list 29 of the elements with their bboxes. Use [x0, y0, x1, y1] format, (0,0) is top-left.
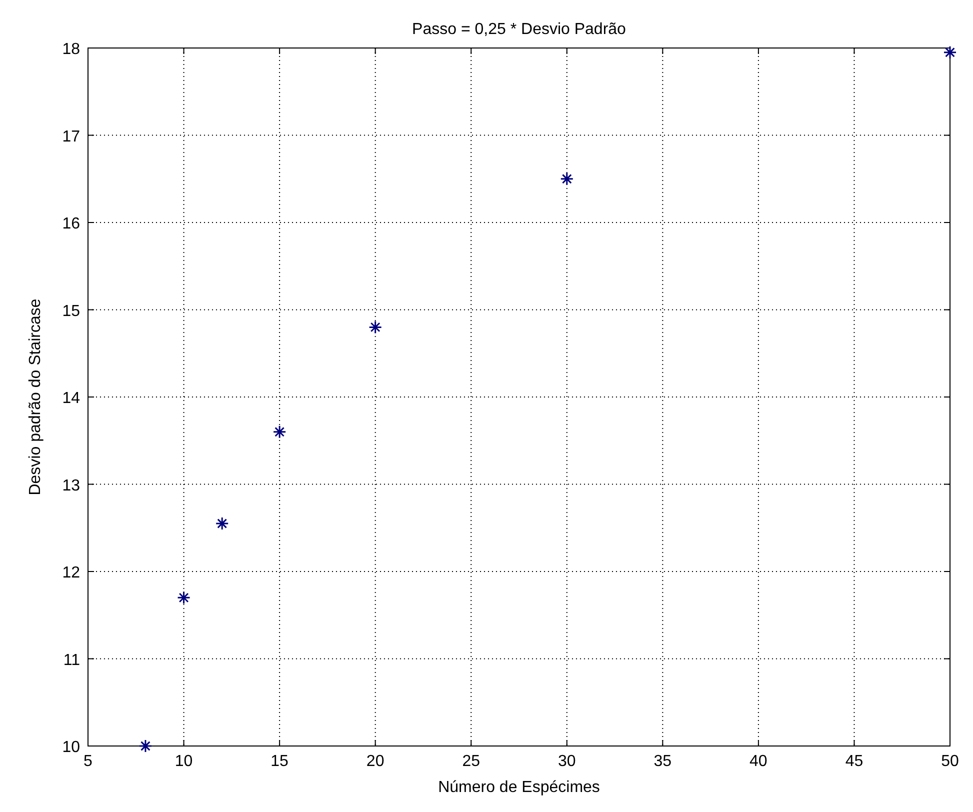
point — [943, 46, 957, 60]
point — [272, 425, 286, 439]
x-tick-label: 20 — [366, 753, 384, 770]
point — [177, 590, 191, 604]
y-tick-label: 13 — [62, 477, 80, 494]
x-tick-label: 40 — [750, 753, 768, 770]
x-tick-label: 50 — [941, 753, 959, 770]
y-tick-label: 11 — [63, 652, 80, 669]
x-tick-label: 10 — [174, 753, 193, 770]
y-tick-label: 18 — [62, 41, 80, 58]
x-tick-label: 30 — [558, 753, 576, 770]
x-axis-title: Número de Espécimes — [438, 779, 600, 796]
point — [368, 320, 382, 334]
x-tick-label: 45 — [845, 753, 864, 770]
point — [138, 739, 152, 753]
y-tick-label: 12 — [62, 564, 80, 582]
y-tick-label: 16 — [62, 216, 80, 232]
x-tick-label: 25 — [462, 753, 480, 770]
chart-title: Passo = 0,25 * Desvio Padrão — [412, 21, 626, 38]
x-tick-label: 15 — [270, 753, 289, 770]
y-tick-label: 17 — [62, 128, 80, 146]
y-tick-label: 14 — [62, 390, 80, 407]
x-tick-label: 35 — [654, 753, 672, 770]
point — [215, 516, 229, 530]
y-tick-label: 15 — [62, 302, 80, 320]
point — [560, 172, 574, 186]
y-tick-label: 10 — [62, 739, 80, 756]
x-tick-label: 5 — [84, 753, 93, 770]
y-axis-title: Desvio padrão do Staircase — [27, 298, 44, 496]
